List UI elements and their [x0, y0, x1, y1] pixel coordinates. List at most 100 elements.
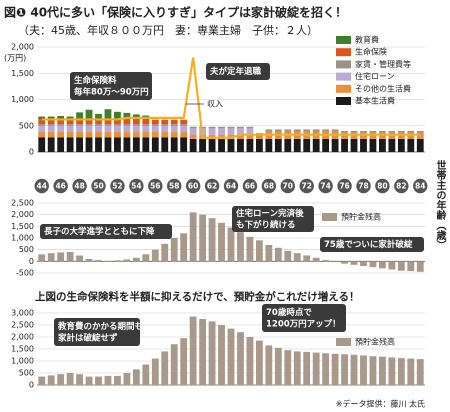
bar	[180, 137, 188, 152]
legend-swatch	[336, 36, 351, 44]
age-badge	[148, 178, 163, 194]
bar	[208, 138, 216, 152]
bar	[350, 261, 358, 265]
bar	[132, 132, 140, 138]
legend-label: その他の生活費	[355, 83, 411, 93]
bar	[151, 137, 159, 152]
bar	[416, 261, 424, 272]
bar	[95, 125, 102, 133]
bar	[322, 260, 330, 262]
y-tick-label: 1,500	[11, 69, 34, 78]
annotation: 70歳時点で	[266, 307, 312, 318]
age-badge	[91, 178, 106, 194]
bar	[104, 375, 112, 385]
bar	[303, 129, 311, 131]
x-tick-label: 62	[207, 182, 217, 191]
bar	[85, 119, 93, 125]
age-badge	[223, 178, 239, 194]
bar	[274, 347, 282, 385]
legend-swatch	[336, 60, 351, 69]
bar	[189, 138, 197, 152]
title: 図❶ 40代に多い「保険に入りすぎ」タイプは家計破綻を招く！	[4, 5, 347, 20]
bar	[237, 332, 244, 385]
y-tick-label: 1,000	[11, 357, 34, 366]
y-tick-label: 2,000	[11, 333, 34, 342]
bar	[360, 138, 367, 152]
bar	[416, 359, 424, 385]
bar	[369, 261, 377, 268]
chart-title: 上図の生命保険料を半額に抑えるだけで、預貯金がこれだけ増える！	[35, 290, 359, 303]
y-tick-label: 500	[19, 121, 34, 130]
age-badge	[185, 178, 201, 194]
bar	[76, 125, 83, 133]
bar	[208, 128, 216, 135]
bar	[180, 119, 188, 125]
age-badge	[261, 178, 277, 194]
x-tick-label: 56	[150, 182, 160, 191]
bar	[142, 124, 150, 126]
bar	[407, 358, 415, 385]
bar	[265, 138, 273, 152]
bar	[38, 137, 46, 152]
bar	[208, 126, 216, 129]
bar	[95, 137, 102, 152]
bar	[76, 119, 83, 125]
bar	[170, 132, 178, 138]
bar	[123, 373, 131, 385]
bar	[255, 138, 263, 152]
bar	[151, 125, 159, 133]
bar	[76, 112, 83, 120]
bar	[114, 125, 121, 133]
bar	[303, 138, 311, 152]
annotation-box	[320, 237, 424, 252]
y-tick-label: -500	[16, 269, 34, 278]
bar	[388, 357, 396, 385]
bar	[379, 131, 386, 133]
bar	[38, 254, 46, 262]
age-badge	[53, 178, 68, 194]
x-tick-label: 50	[93, 182, 103, 191]
x-tick-label: 76	[339, 182, 349, 191]
bar	[293, 138, 301, 152]
bar	[246, 128, 254, 135]
bar	[104, 119, 112, 125]
bar	[132, 137, 140, 152]
age-badge	[299, 178, 314, 194]
bar	[85, 137, 93, 152]
legend-label: 住宅ローン	[355, 71, 395, 81]
bar	[208, 321, 216, 385]
bar	[57, 137, 65, 152]
bar	[170, 119, 178, 125]
legend-label: 家賃・管理費等	[355, 59, 411, 69]
bar	[161, 351, 169, 385]
bar	[114, 132, 121, 138]
bar	[76, 137, 83, 152]
y-axis-label: (万円)	[4, 54, 26, 63]
bar	[331, 353, 339, 385]
bar	[123, 125, 131, 133]
age-badge	[413, 178, 428, 194]
annotation: 75歳でついに家計破綻	[324, 239, 413, 250]
legend-swatch	[336, 48, 351, 57]
bar	[388, 261, 396, 270]
bar	[114, 119, 121, 125]
bar	[293, 129, 301, 131]
bar	[331, 138, 339, 152]
bar	[341, 261, 348, 264]
bar	[66, 252, 74, 262]
bar	[151, 132, 159, 138]
bar	[85, 259, 93, 262]
x-axis-label: 世帯主の年齢（歳）	[434, 159, 447, 250]
bar	[227, 227, 235, 262]
bar	[199, 214, 207, 262]
bar	[161, 125, 169, 133]
bar	[132, 369, 140, 385]
legend-swatch	[336, 72, 351, 81]
bar	[255, 134, 263, 139]
bar	[227, 128, 235, 135]
income-line	[41, 57, 421, 139]
bar	[227, 126, 235, 129]
bar	[76, 374, 83, 385]
annotation: 住宅ローン完済後	[236, 208, 304, 219]
